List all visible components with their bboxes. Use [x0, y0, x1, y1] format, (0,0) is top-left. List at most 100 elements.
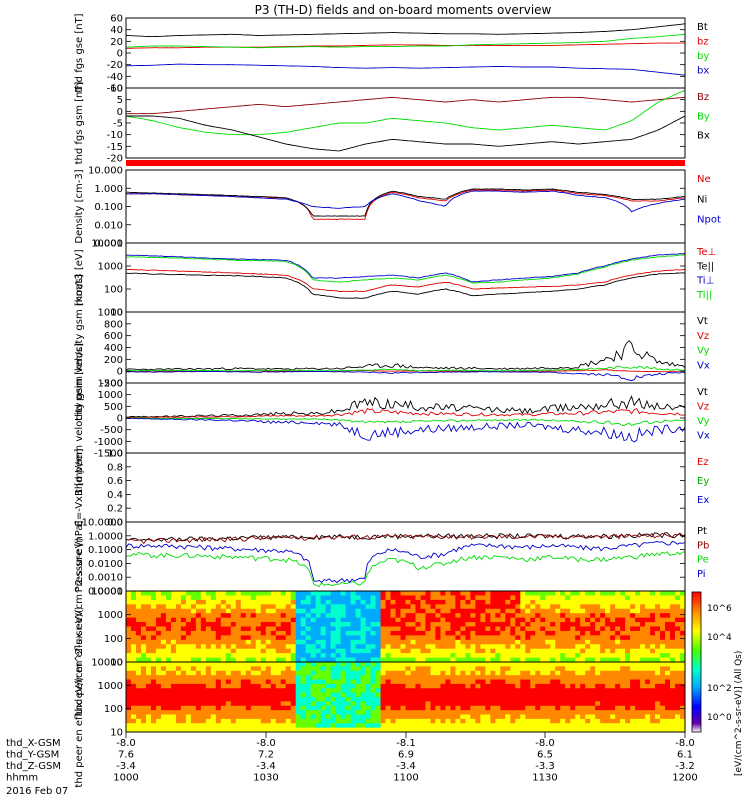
- heatmap-cell: [315, 675, 322, 680]
- heatmap-cell: [590, 617, 596, 623]
- heatmap-cell: [340, 630, 347, 636]
- heatmap-cell: [205, 679, 212, 685]
- heatmap-cell: [505, 604, 511, 610]
- heatmap-cell: [155, 635, 162, 641]
- heatmap-cell: [655, 626, 661, 632]
- ytick-label: 0.2: [107, 504, 123, 515]
- heatmap-cell: [265, 666, 272, 672]
- heatmap-cell: [605, 595, 611, 601]
- heatmap-cell: [635, 595, 641, 601]
- heatmap-cell: [595, 710, 601, 715]
- heatmap-cell: [345, 670, 351, 676]
- heatmap-cell: [535, 604, 541, 610]
- heatmap-cell: [260, 697, 267, 702]
- heatmap-cell: [505, 692, 511, 698]
- heatmap-cell: [650, 675, 656, 680]
- heatmap-cell: [435, 710, 441, 715]
- heatmap-cell: [665, 653, 671, 658]
- panel-ylabel: thd peer en eflux eV/(cm^2-s-sr-eV): [74, 606, 85, 787]
- heatmap-cell: [655, 666, 661, 672]
- heatmap-cell: [235, 644, 242, 650]
- heatmap-cell: [435, 613, 441, 619]
- heatmap-cell: [565, 653, 571, 658]
- heatmap-cell: [555, 608, 561, 614]
- heatmap-cell: [475, 635, 481, 641]
- heatmap-cell: [285, 622, 292, 627]
- heatmap-cell: [126, 679, 132, 685]
- heatmap-cell: [405, 622, 411, 627]
- panel-ylabel: thd fgs gse [nT]: [74, 13, 85, 92]
- heatmap-cell: [275, 657, 282, 663]
- heatmap-cell: [435, 701, 441, 707]
- heatmap-cell: [275, 595, 282, 601]
- heatmap-cell: [410, 599, 416, 605]
- heatmap-cell: [180, 617, 187, 623]
- heatmap-cell: [600, 701, 606, 707]
- heatmap-cell: [675, 705, 681, 711]
- heatmap-cell: [290, 622, 297, 627]
- heatmap-cell: [655, 604, 661, 610]
- heatmap-cell: [630, 723, 636, 729]
- heatmap-cell: [240, 688, 247, 694]
- heatmap-cell: [280, 688, 287, 694]
- heatmap-cell: [275, 675, 282, 680]
- heatmap-cell: [170, 599, 177, 605]
- heatmap-cell: [610, 666, 616, 672]
- heatmap-cell: [500, 648, 506, 654]
- heatmap-cell: [140, 666, 147, 672]
- heatmap-cell: [285, 697, 292, 702]
- heatmap-cell: [390, 662, 396, 667]
- heatmap-cell: [140, 613, 147, 619]
- heatmap-cell: [495, 599, 501, 605]
- heatmap-cell: [185, 639, 192, 645]
- heatmap-cell: [220, 723, 227, 729]
- heatmap-cell: [640, 617, 646, 623]
- heatmap-cell: [465, 697, 471, 702]
- heatmap-cell: [470, 591, 476, 596]
- heatmap-cell: [520, 617, 526, 623]
- heatmap-cell: [605, 635, 611, 641]
- heatmap-cell: [165, 608, 172, 614]
- heatmap-cell: [145, 683, 152, 689]
- heatmap-cell: [180, 692, 187, 698]
- heatmap-cell: [455, 599, 461, 605]
- heatmap-cell: [180, 701, 187, 707]
- heatmap-cell: [620, 653, 626, 658]
- heatmap-cell: [330, 604, 337, 610]
- heatmap-cell: [680, 604, 686, 610]
- heatmap-cell: [245, 644, 252, 650]
- heatmap-cell: [455, 723, 461, 729]
- heatmap-cell: [540, 648, 546, 654]
- heatmap-cell: [565, 613, 571, 619]
- heatmap-cell: [390, 639, 396, 645]
- heatmap-cell: [595, 591, 601, 596]
- heatmap-cell: [270, 723, 277, 729]
- heatmap-cell: [590, 639, 596, 645]
- heatmap-cell: [480, 705, 486, 711]
- heatmap-cell: [610, 688, 616, 694]
- heatmap-cell: [615, 705, 621, 711]
- ytick-label: 1500: [98, 379, 123, 390]
- heatmap-cell: [250, 622, 257, 627]
- heatmap-cell: [645, 675, 651, 680]
- heatmap-cell: [126, 657, 132, 663]
- heatmap-cell: [445, 705, 451, 711]
- heatmap-cell: [470, 604, 476, 610]
- heatmap-cell: [300, 591, 307, 596]
- heatmap-cell: [190, 692, 197, 698]
- heatmap-cell: [380, 675, 386, 680]
- heatmap-cell: [490, 657, 496, 663]
- heatmap-cell: [615, 591, 621, 596]
- heatmap-cell: [330, 692, 337, 698]
- heatmap-cell: [335, 710, 342, 715]
- heatmap-cell: [285, 608, 292, 614]
- heatmap-cell: [385, 630, 391, 636]
- heatmap-cell: [205, 670, 212, 676]
- heatmap-cell: [165, 630, 172, 636]
- heatmap-cell: [500, 635, 506, 641]
- heatmap-cell: [545, 688, 551, 694]
- heatmap-cell: [670, 723, 676, 729]
- heatmap-cell: [655, 679, 661, 685]
- heatmap-cell: [575, 723, 581, 729]
